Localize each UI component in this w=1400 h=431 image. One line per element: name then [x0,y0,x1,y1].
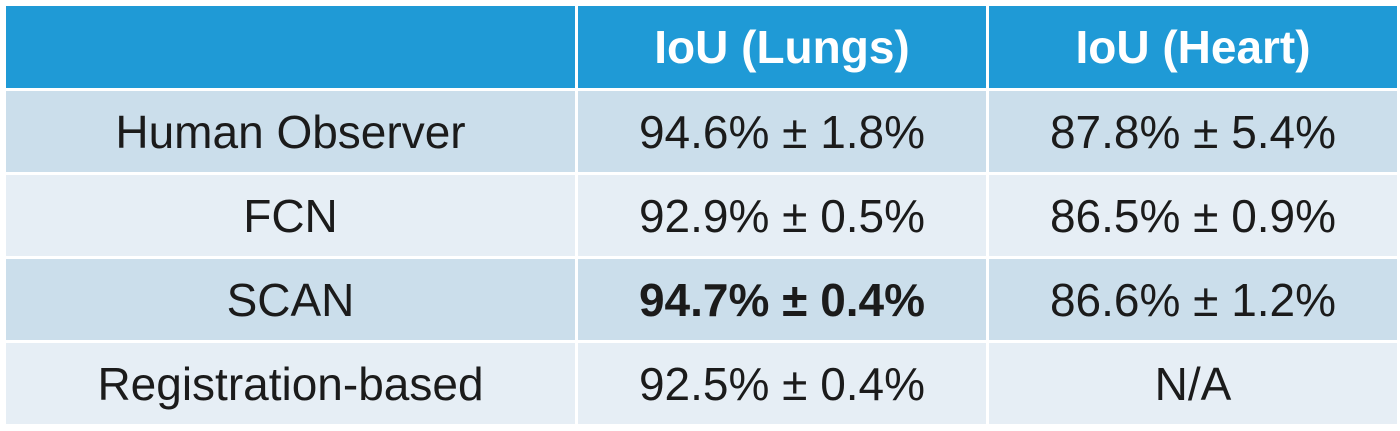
lungs-iou-cell: 92.9% ± 0.5% [578,175,986,256]
table-header-row: IoU (Lungs) IoU (Heart) [6,6,1397,88]
heart-iou-cell: 87.8% ± 5.4% [989,91,1397,172]
table-row: SCAN 94.7% ± 0.4% 86.6% ± 1.2% [6,259,1397,340]
heart-iou-cell: N/A [989,343,1397,424]
lungs-iou-cell: 94.6% ± 1.8% [578,91,986,172]
method-cell: Registration-based [6,343,575,424]
table-row: Registration-based 92.5% ± 0.4% N/A [6,343,1397,424]
lungs-iou-cell-best: 94.7% ± 0.4% [578,259,986,340]
table-row: FCN 92.9% ± 0.5% 86.5% ± 0.9% [6,175,1397,256]
results-table-container: IoU (Lungs) IoU (Heart) Human Observer 9… [3,3,1397,424]
heart-iou-cell: 86.5% ± 0.9% [989,175,1397,256]
header-iou-heart: IoU (Heart) [989,6,1397,88]
method-cell: FCN [6,175,575,256]
header-iou-lungs: IoU (Lungs) [578,6,986,88]
heart-iou-cell: 86.6% ± 1.2% [989,259,1397,340]
table-row: Human Observer 94.6% ± 1.8% 87.8% ± 5.4% [6,91,1397,172]
header-method [6,6,575,88]
lungs-iou-cell: 92.5% ± 0.4% [578,343,986,424]
iou-results-table: IoU (Lungs) IoU (Heart) Human Observer 9… [3,3,1400,427]
method-cell: Human Observer [6,91,575,172]
method-cell: SCAN [6,259,575,340]
